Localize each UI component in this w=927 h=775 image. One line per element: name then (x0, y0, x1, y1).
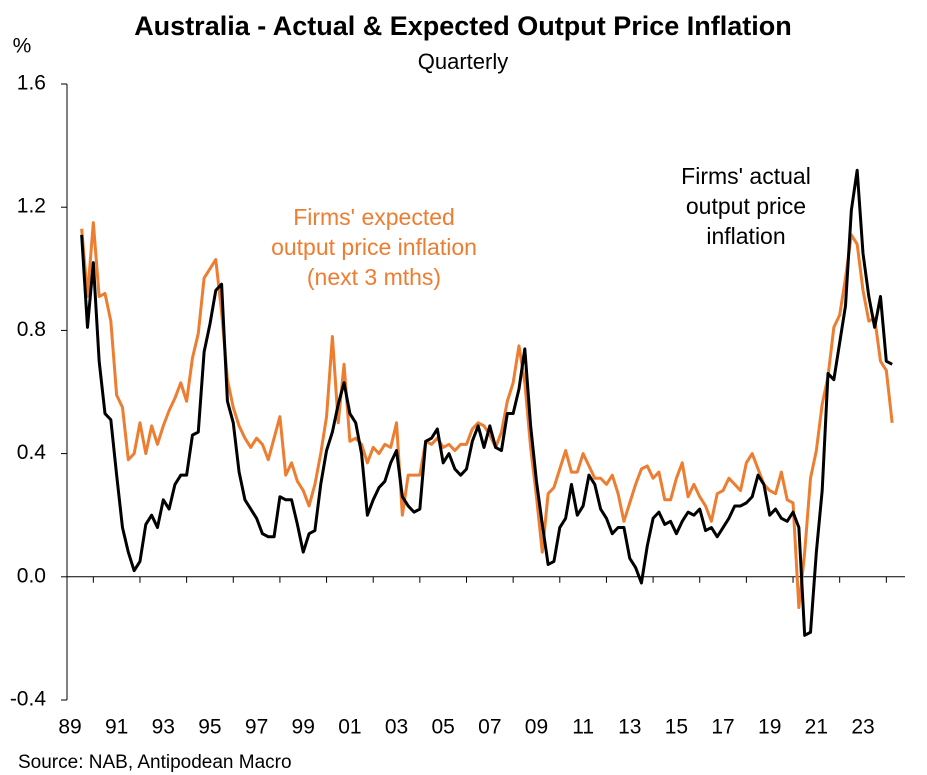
x-tick-label: 21 (805, 716, 828, 739)
series-annotation: output price (686, 193, 806, 219)
x-tick-label: 97 (245, 716, 268, 739)
y-tick-label: 0.4 (17, 441, 47, 464)
series-annotation: (next 3 mths) (307, 264, 441, 290)
x-tick-label: 89 (58, 716, 81, 739)
x-tick-label: 93 (152, 716, 175, 739)
series-annotation: Firms' expected (293, 204, 455, 230)
x-tick-label: 99 (292, 716, 315, 739)
y-tick-label: 1.2 (17, 195, 46, 218)
source: Source: NAB, Antipodean Macro (18, 752, 292, 773)
series-annotation: inflation (706, 223, 785, 249)
series-line (80, 221, 894, 610)
x-tick-label: 03 (385, 716, 408, 739)
x-tick-label: 17 (711, 716, 734, 739)
x-tick-label: 09 (525, 716, 548, 739)
x-tick-label: 01 (338, 716, 361, 739)
y-axis-label: % (13, 35, 32, 58)
chart-title: Australia - Actual & Expected Output Pri… (134, 11, 792, 41)
x-tick-label: 91 (105, 716, 128, 739)
series-line (80, 168, 893, 637)
chart-subtitle: Quarterly (418, 49, 508, 74)
x-tick-label: 11 (572, 716, 594, 739)
x-tick-label: 95 (198, 716, 221, 739)
series-annotation: output price inflation (271, 234, 477, 260)
x-tick-label: 13 (618, 716, 641, 739)
x-tick-label: 15 (665, 716, 688, 739)
x-tick-label: 07 (478, 716, 501, 739)
y-tick-label: -0.4 (10, 688, 47, 711)
x-tick-label: 19 (758, 716, 781, 739)
y-tick-label: 0.8 (17, 318, 46, 341)
x-tick-label: 23 (851, 716, 874, 739)
x-tick-label: 05 (431, 716, 454, 739)
y-tick-label: 0.0 (17, 564, 46, 587)
series-annotation: Firms' actual (681, 163, 811, 189)
y-tick-label: 1.6 (17, 72, 46, 95)
